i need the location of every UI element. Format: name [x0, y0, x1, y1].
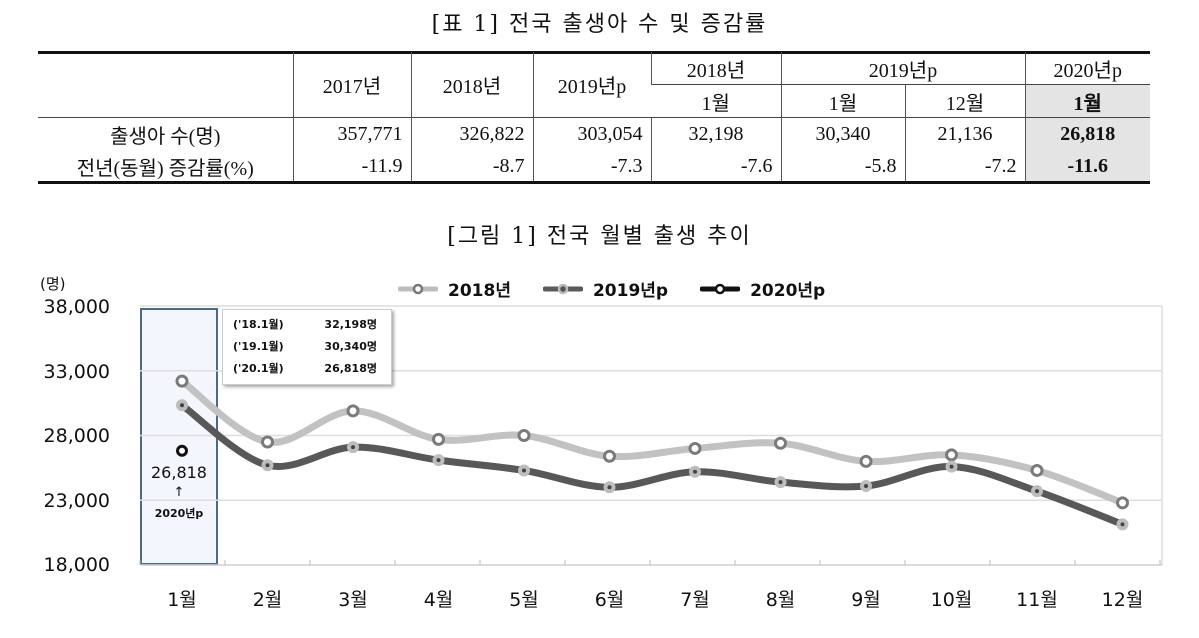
col-2019p-month: 2019년p	[780, 52, 1025, 85]
callout-row: ('20.1월) 26,818명	[233, 362, 377, 375]
x-tick: 7월	[680, 589, 710, 611]
x-tick: 5월	[509, 589, 539, 611]
cell: -7.6	[650, 150, 781, 182]
legend-item-2019p: 2019년p	[542, 276, 669, 301]
sub-2019-jan: 1월	[780, 84, 905, 118]
x-tick: 3월	[338, 589, 368, 611]
legend-marker-2019-icon	[542, 283, 583, 294]
col-2020p-month: 2020년p	[1024, 52, 1150, 85]
legend-item-2018: 2018년	[398, 276, 511, 301]
x-tick: 2월	[252, 589, 283, 611]
jan-values-callout: ('18.1월) 32,198명 ('19.1월) 30,340명 ('20.1월)…	[222, 309, 392, 385]
y-tick: 28,000	[43, 425, 110, 447]
cell-highlight: 26,818	[1024, 117, 1150, 150]
legend-label: 2020년p	[750, 281, 826, 301]
callout-row: ('18.1월) 32,198명	[233, 318, 377, 331]
col-2018-month: 2018년	[650, 52, 781, 85]
x-tick: 10월	[930, 589, 973, 611]
col-2019p: 2019년p	[532, 52, 651, 118]
x-tick: 12월	[1101, 589, 1144, 611]
table-row: 전년(동월) 증감률(%) -11.9 -8.7 -7.3 -7.6 -5.8 …	[38, 150, 1150, 182]
row-label: 전년(동월) 증감률(%)	[76, 157, 254, 180]
up-arrow-icon: ↑	[173, 485, 185, 500]
col-2017: 2017년	[292, 52, 411, 118]
callout-row: ('19.1월) 30,340명	[233, 340, 377, 353]
cell: 357,771	[292, 117, 411, 150]
legend-item-2020p: 2020년p	[700, 276, 825, 301]
table-bottom-rule	[38, 181, 1150, 184]
x-tick: 9월	[851, 589, 881, 611]
x-tick: 8월	[765, 589, 796, 611]
x-tick: 6월	[594, 589, 625, 611]
highlight-jan-box	[140, 308, 218, 565]
cell: -11.9	[292, 150, 411, 182]
table-row: 출생아 수(명) 357,771 326,822 303,054 32,198 …	[38, 117, 1150, 150]
cell: 21,136	[904, 117, 1025, 150]
legend-label: 2019년p	[592, 281, 669, 301]
figure-title: [그림 1] 전국 월별 출생 추이	[447, 224, 752, 249]
table-title: [표 1] 전국 출생아 수 및 증감률	[431, 12, 768, 37]
legend-label: 2018년	[448, 281, 511, 301]
col-2018: 2018년	[410, 52, 533, 118]
cell: -7.2	[904, 150, 1025, 182]
cell-highlight: -11.6	[1024, 150, 1150, 182]
x-tick: 4월	[423, 589, 454, 611]
cell: -5.8	[780, 150, 905, 182]
sub-2019-dec: 12월	[904, 84, 1025, 118]
row-label: 출생아 수(명)	[38, 117, 293, 150]
cell: 326,822	[410, 117, 533, 150]
cell: 32,198	[650, 117, 781, 150]
cell: -8.7	[410, 150, 533, 182]
sub-2020-jan: 1월	[1024, 84, 1150, 118]
x-tick: 11월	[1016, 589, 1058, 611]
legend-marker-2020-icon	[700, 283, 741, 294]
y-axis-unit: (명)	[40, 275, 66, 293]
highlight-label: 2020년p	[154, 507, 204, 520]
births-table: 2017년 2018년 2019년p 2018년 2019년p 2020년p 1…	[38, 52, 1150, 182]
chart-legend: 2018년 2019년p 2020년p	[398, 276, 825, 301]
highlight-value: 26,818	[151, 463, 207, 482]
cell: 30,340	[780, 117, 905, 150]
x-tick: 1월	[167, 589, 197, 611]
y-tick: 23,000	[43, 490, 110, 512]
sub-2018-jan: 1월	[651, 84, 781, 118]
cell: -7.3	[532, 150, 651, 182]
y-tick: 18,000	[43, 554, 110, 576]
y-tick: 38,000	[43, 296, 110, 318]
y-tick: 33,000	[43, 361, 110, 383]
cell: 303,054	[532, 117, 651, 150]
legend-marker-2018-icon	[398, 283, 438, 294]
